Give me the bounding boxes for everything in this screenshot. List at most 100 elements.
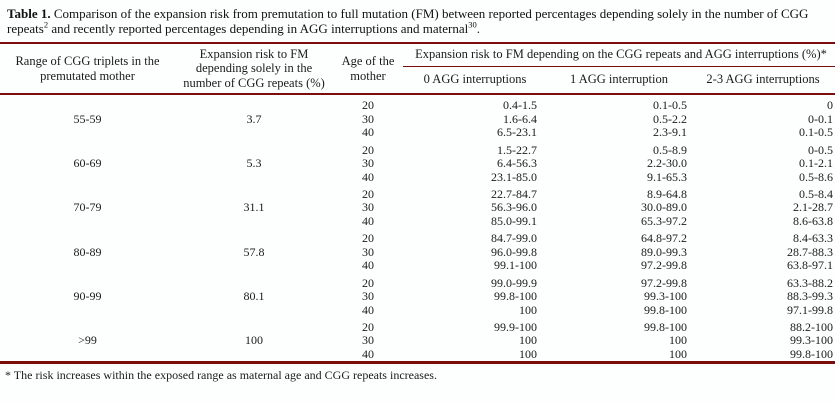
risk-cell: 57.8	[243, 244, 265, 259]
agg23-cell: 99.8-100	[790, 346, 834, 361]
range-cell: 70-79	[73, 200, 102, 215]
table-caption-period: .	[476, 21, 480, 37]
table-row: 30 1.6-6.4 0.5-2.2 0-0.1	[0, 111, 835, 126]
risk-cell: 5.3	[246, 156, 262, 171]
table-row: 40 100 99.8-100 97.1-99.8	[0, 302, 835, 317]
agg23-cell: 0	[827, 98, 834, 113]
age-cell: 20	[362, 319, 374, 334]
agg23-cell: 8.4-63.3	[793, 231, 834, 246]
agg0-cell: 1.6-6.4	[503, 111, 537, 126]
risk-cell: 31.1	[243, 200, 265, 215]
citation-ref-30: 30	[468, 20, 477, 30]
agg0-cell: 6.5-23.1	[497, 125, 537, 140]
age-cell: 40	[362, 125, 374, 140]
agg0-cell: 100	[519, 302, 537, 317]
age-cell: 20	[362, 98, 374, 113]
agg1-cell: 100	[669, 333, 687, 348]
col-header-agg0: 0 AGG interruptions	[403, 66, 547, 96]
table-caption-label: Table 1.	[7, 6, 51, 21]
agg1-cell: 65.3-97.2	[641, 213, 687, 228]
table-body: 55-59 3.7 20 0.4-1.5 0.1-0.5 0 30 1.6-6.…	[0, 94, 835, 362]
table-row: 30 100 100 99.3-100	[0, 333, 835, 348]
age-cell: 30	[362, 244, 374, 259]
agg23-cell: 0.1-2.1	[799, 156, 834, 171]
agg1-cell: 100	[669, 346, 687, 361]
table-row: 30 56.3-96.0 30.0-89.0 2.1-28.7	[0, 200, 835, 215]
col-header-range: Range of CGG triplets in the premutated …	[0, 42, 175, 96]
agg0-cell: 96.0-99.8	[491, 244, 537, 259]
agg23-cell: 88.3-99.3	[787, 289, 834, 304]
table-row: 40 85.0-99.1 65.3-97.2 8.6-63.8	[0, 213, 835, 228]
age-cell: 40	[362, 213, 374, 228]
agg23-cell: 97.1-99.8	[787, 302, 834, 317]
agg23-cell: 99.3-100	[790, 333, 834, 348]
col-header-age: Age of the mother	[333, 42, 403, 96]
range-cell: 80-89	[73, 244, 102, 259]
risk-cell: 80.1	[243, 289, 265, 304]
table-row: 40 6.5-23.1 2.3-9.1 0.1-0.5	[0, 125, 835, 140]
agg0-cell: 99.9-100	[494, 319, 537, 334]
age-cell: 30	[362, 111, 374, 126]
table-caption-text-2: and recently reported percentages depend…	[48, 21, 469, 37]
age-cell: 20	[362, 142, 374, 157]
table-row: 40 100 100 99.8-100	[0, 346, 835, 363]
agg0-cell: 23.1-85.0	[491, 169, 537, 184]
age-cell: 30	[362, 156, 374, 171]
agg23-cell: 88.2-100	[790, 319, 834, 334]
agg1-cell: 0.5-8.9	[653, 142, 687, 157]
agg1-cell: 2.3-9.1	[653, 125, 687, 140]
agg23-cell: 0.1-0.5	[799, 125, 834, 140]
agg0-cell: 1.5-22.7	[497, 142, 537, 157]
age-cell: 40	[362, 346, 374, 361]
agg1-cell: 99.3-100	[644, 289, 687, 304]
agg0-cell: 84.7-99.0	[491, 231, 537, 246]
agg1-cell: 89.0-99.3	[641, 244, 687, 259]
agg23-cell: 63.8-97.1	[787, 258, 834, 273]
range-cell: >99	[78, 333, 97, 348]
agg23-cell: 0.5-8.4	[799, 187, 834, 202]
table-row: 30 99.8-100 99.3-100 88.3-99.3	[0, 289, 835, 304]
table-row: 90-99 80.1 20 99.0-99.9 97.2-99.8 63.3-8…	[0, 273, 835, 303]
age-cell: 40	[362, 169, 374, 184]
agg1-cell: 0.1-0.5	[653, 98, 687, 113]
agg23-cell: 0.5-8.6	[799, 169, 834, 184]
age-cell: 20	[362, 275, 374, 290]
table-row: 60-69 5.3 20 1.5-22.7 0.5-8.9 0-0.5	[0, 140, 835, 170]
col-header-agg-group: Expansion risk to FM depending on the CG…	[403, 42, 835, 68]
range-cell: 55-59	[73, 111, 102, 126]
agg0-cell: 56.3-96.0	[491, 200, 537, 215]
table-row: 70-79 31.1 20 22.7-84.7 8.9-64.8 0.5-8.4	[0, 184, 835, 214]
agg1-cell: 99.8-100	[644, 319, 687, 334]
agg1-cell: 0.5-2.2	[653, 111, 687, 126]
age-cell: 40	[362, 302, 374, 317]
range-cell: 90-99	[73, 289, 102, 304]
table-row: 40 23.1-85.0 9.1-65.3 0.5-8.6	[0, 169, 835, 184]
col-header-agg23: 2-3 AGG interruptions	[691, 66, 835, 96]
age-cell: 30	[362, 289, 374, 304]
age-cell: 30	[362, 200, 374, 215]
table-row: 80-89 57.8 20 84.7-99.0 64.8-97.2 8.4-63…	[0, 228, 835, 258]
table-caption-text-1: Comparison of the expansion risk from pr…	[7, 6, 809, 37]
agg23-cell: 0-0.1	[808, 111, 834, 126]
agg23-cell: 8.6-63.8	[793, 213, 834, 228]
expansion-risk-table: Range of CGG triplets in the premutated …	[0, 41, 835, 365]
agg0-cell: 100	[519, 346, 537, 361]
table-row: 30 96.0-99.8 89.0-99.3 28.7-88.3	[0, 244, 835, 259]
agg1-cell: 97.2-99.8	[641, 258, 687, 273]
agg0-cell: 99.0-99.9	[491, 275, 537, 290]
table-caption: Table 1. Comparison of the expansion ris…	[7, 6, 829, 37]
age-cell: 20	[362, 231, 374, 246]
risk-cell: 3.7	[246, 111, 262, 126]
col-header-risk-cgg: Expansion risk to FM depending solely in…	[175, 42, 333, 96]
table-row: >99 100 20 99.9-100 99.8-100 88.2-100	[0, 317, 835, 347]
agg23-cell: 0-0.5	[808, 142, 834, 157]
age-cell: 20	[362, 187, 374, 202]
table-footnote: * The risk increases within the exposed …	[5, 368, 437, 383]
agg0-cell: 99.1-100	[494, 258, 537, 273]
age-cell: 30	[362, 333, 374, 348]
table-row: 30 6.4-56.3 2.2-30.0 0.1-2.1	[0, 156, 835, 171]
col-header-agg1: 1 AGG interruption	[547, 66, 691, 96]
agg0-cell: 85.0-99.1	[491, 213, 537, 228]
agg0-cell: 6.4-56.3	[497, 156, 537, 171]
